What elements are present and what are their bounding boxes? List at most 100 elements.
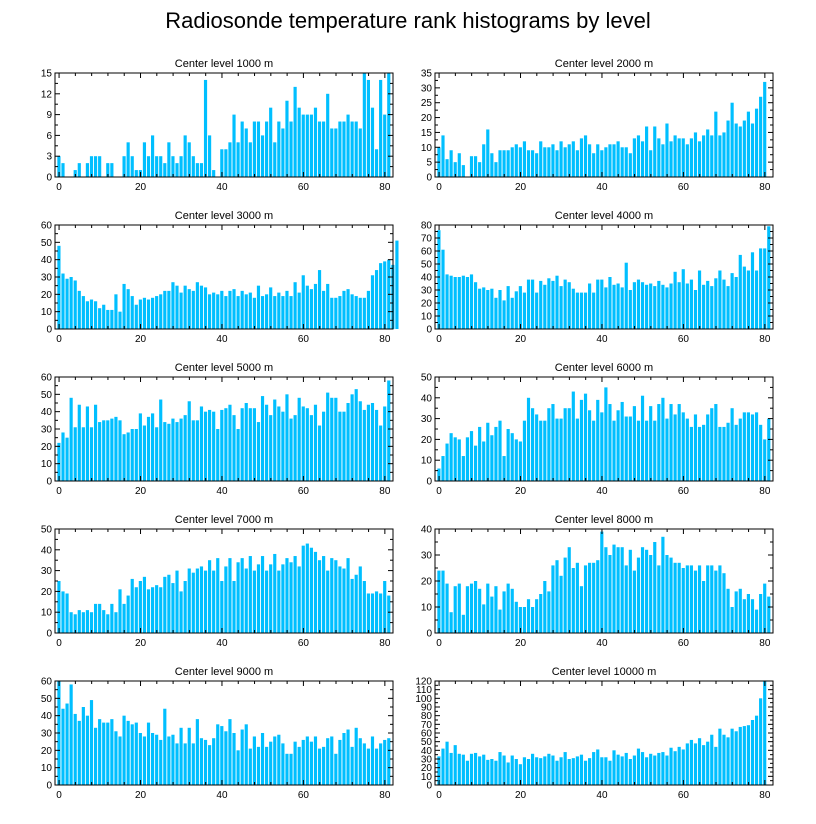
bar — [616, 410, 620, 481]
bar — [718, 270, 722, 329]
bar — [322, 746, 326, 785]
bar — [498, 420, 502, 481]
bar — [151, 413, 155, 481]
bar — [289, 562, 293, 633]
bar — [571, 288, 575, 329]
bar — [85, 301, 90, 329]
bar — [265, 121, 269, 177]
bar — [248, 408, 252, 481]
bar — [183, 581, 187, 633]
bar — [750, 123, 755, 177]
bar — [106, 309, 110, 329]
bar — [437, 570, 441, 633]
bar — [498, 290, 502, 329]
bar — [187, 142, 191, 177]
x-tick-label: 60 — [678, 638, 690, 649]
plot-frame — [54, 376, 394, 482]
bar — [208, 745, 212, 785]
bar — [130, 724, 134, 785]
bar — [309, 415, 313, 481]
x-tick-label: 80 — [759, 790, 771, 801]
bar — [163, 708, 167, 785]
bar — [702, 135, 706, 177]
bar — [490, 435, 494, 481]
bar — [522, 420, 527, 481]
bar — [130, 156, 134, 177]
bar — [81, 612, 85, 633]
bar — [183, 415, 187, 481]
bar — [722, 426, 726, 481]
bar — [65, 278, 69, 329]
bar — [494, 426, 498, 481]
bar — [473, 581, 478, 633]
bar — [526, 759, 531, 785]
bar — [457, 583, 461, 633]
x-tick-label: 20 — [515, 638, 527, 649]
bar — [734, 277, 738, 329]
bar — [754, 412, 759, 481]
bar — [665, 123, 669, 177]
x-tick-label: 60 — [678, 790, 690, 801]
bar — [354, 121, 358, 177]
bar — [535, 153, 539, 177]
bar — [362, 581, 366, 633]
bar — [265, 746, 269, 785]
bar — [742, 726, 746, 785]
bar — [212, 411, 216, 481]
bar — [657, 752, 661, 785]
bar — [645, 420, 649, 481]
bar — [531, 753, 535, 785]
bar — [191, 290, 195, 329]
bar — [657, 565, 661, 633]
bar — [502, 456, 506, 481]
bar — [669, 557, 673, 633]
bar — [706, 414, 710, 481]
bar — [628, 153, 632, 177]
bar — [689, 138, 693, 177]
bar — [559, 418, 563, 481]
x-tick-label: 60 — [298, 334, 310, 345]
x-tick-label: 40 — [216, 790, 228, 801]
bar — [171, 418, 175, 481]
bar — [653, 755, 657, 785]
bar — [706, 741, 710, 785]
bar — [366, 79, 370, 177]
bar — [645, 757, 649, 785]
bar — [649, 753, 653, 785]
bar — [628, 290, 632, 329]
bar — [510, 433, 514, 481]
y-tick-label: 60 — [421, 729, 433, 740]
y-tick-label: 40 — [41, 545, 53, 556]
bar — [305, 736, 309, 785]
bar — [547, 591, 551, 633]
bar — [293, 556, 297, 633]
bar — [338, 411, 342, 481]
bar — [718, 426, 722, 481]
bar — [342, 733, 346, 785]
bar — [445, 741, 449, 785]
y-tick-label: 20 — [421, 435, 433, 446]
bar — [535, 292, 539, 329]
bar — [77, 610, 81, 633]
bar — [216, 294, 220, 329]
bar — [681, 412, 685, 481]
x-tick-label: 0 — [56, 334, 62, 345]
bar — [354, 574, 358, 633]
bar — [506, 429, 510, 481]
bar — [273, 142, 277, 177]
bar — [195, 568, 199, 633]
bar — [478, 588, 482, 633]
bar — [702, 284, 706, 329]
bar — [85, 163, 90, 177]
bar — [457, 753, 461, 785]
bar — [122, 156, 126, 177]
bar — [453, 586, 457, 633]
bar — [322, 121, 326, 177]
bar — [710, 565, 714, 633]
y-tick-label: 50 — [41, 238, 53, 249]
bar — [494, 586, 498, 633]
bar — [216, 724, 220, 785]
bar — [571, 758, 575, 785]
bar — [693, 414, 698, 481]
bar — [685, 418, 689, 481]
